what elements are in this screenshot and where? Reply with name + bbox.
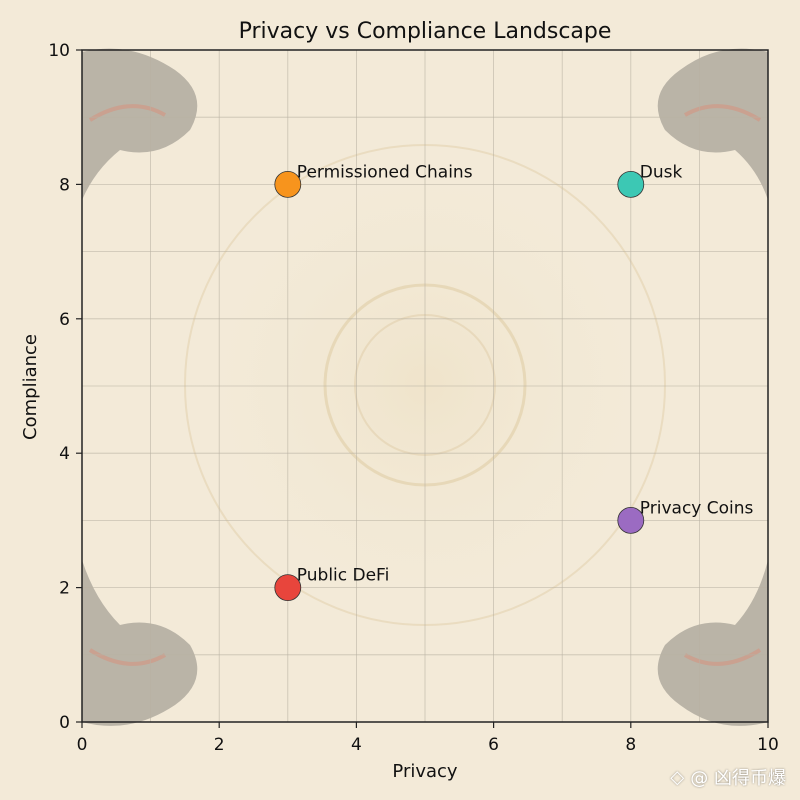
- grid-lines: [82, 50, 768, 722]
- y-tick-label: 10: [48, 41, 70, 61]
- chart-title: Privacy vs Compliance Landscape: [239, 19, 612, 44]
- scatter-point: [274, 170, 302, 198]
- data-points: Permissioned Chains Dusk Privacy Coins Publ…: [274, 162, 754, 601]
- point-label: Public DeFi: [297, 566, 390, 586]
- x-tick-label: 10: [757, 735, 779, 755]
- y-tick-label: 8: [59, 175, 70, 195]
- watermark: ◇ @ 凶得币爆: [670, 764, 786, 790]
- plot-frame: [81, 49, 769, 723]
- x-tick-label: 0: [77, 735, 88, 755]
- diamond-logo-icon: ◇: [670, 766, 685, 788]
- scatter-point: [274, 574, 302, 601]
- x-tick-label: 6: [488, 735, 499, 755]
- watermark-text: @ 凶得币爆: [690, 768, 786, 789]
- y-tick-label: 6: [59, 310, 70, 330]
- scatter-point: [617, 170, 645, 198]
- point-label: Permissioned Chains: [297, 162, 473, 182]
- point-label: Privacy Coins: [640, 498, 754, 518]
- scatter-point: [617, 507, 645, 534]
- y-tick-label: 2: [59, 579, 70, 599]
- x-tick-label: 8: [625, 735, 636, 755]
- y-tick-label: 4: [59, 444, 70, 464]
- x-tick-label: 2: [214, 735, 225, 755]
- y-axis-label: Compliance: [20, 334, 41, 440]
- y-tick-label: 0: [59, 713, 70, 733]
- x-tick-label: 4: [351, 735, 362, 755]
- x-axis-label: Privacy: [392, 761, 458, 782]
- x-axis-ticks: 0 2 4 6 8 10: [77, 722, 779, 755]
- y-axis-ticks: 0 2 4 6 8 10: [48, 41, 82, 733]
- point-label: Dusk: [640, 162, 683, 182]
